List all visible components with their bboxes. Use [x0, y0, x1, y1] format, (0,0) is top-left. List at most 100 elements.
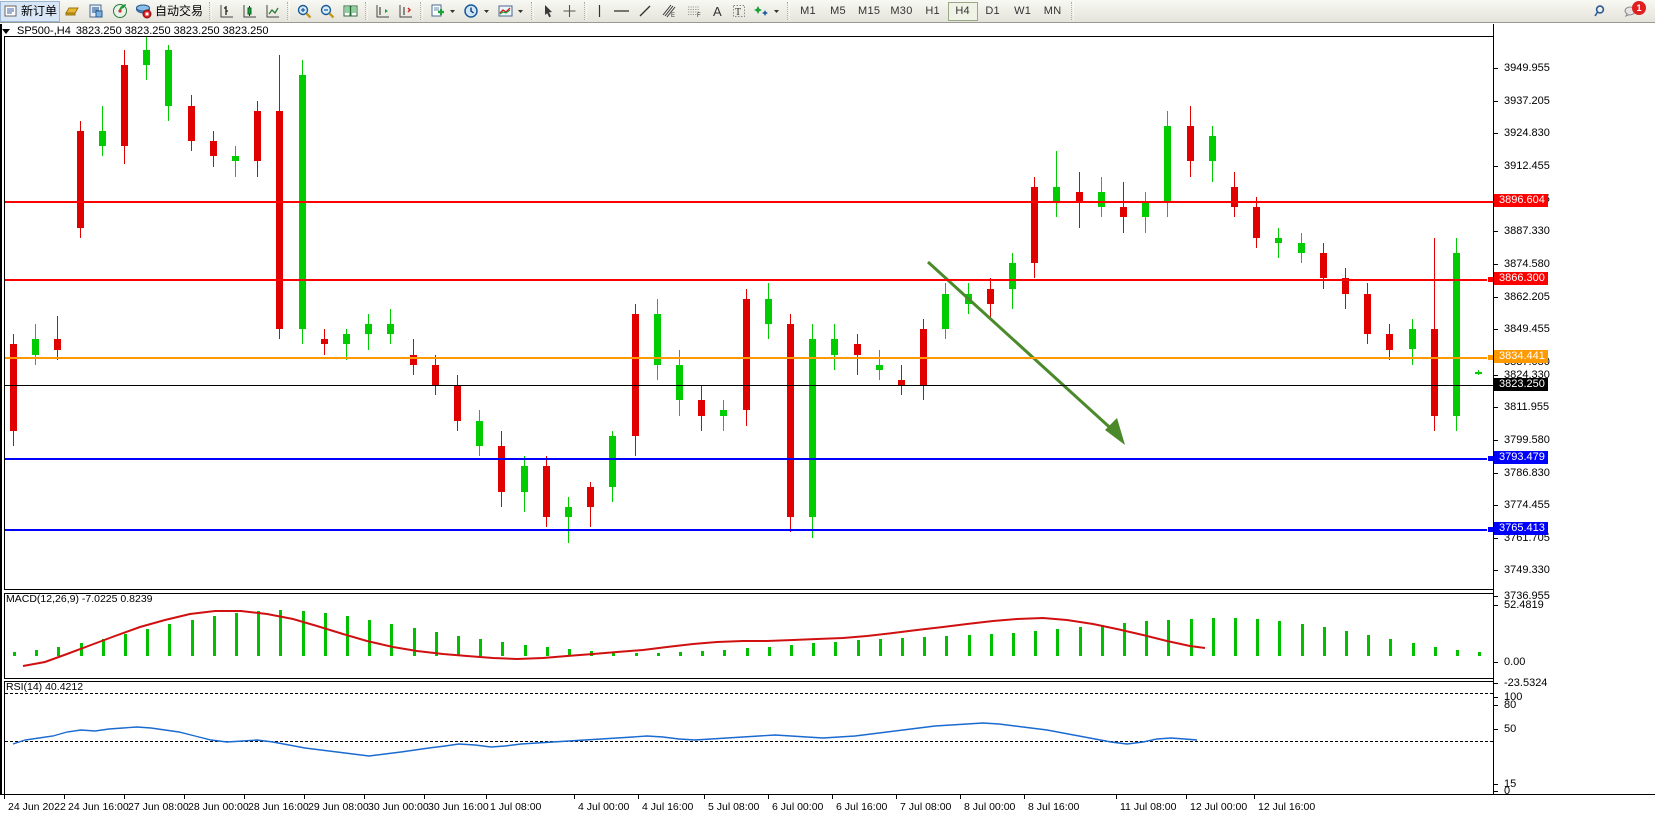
fibonacci-button[interactable]: F — [682, 1, 707, 22]
new-order-label: 新订单 — [21, 4, 58, 18]
macd-histogram-bar — [967, 635, 971, 656]
bar-chart-button[interactable] — [215, 1, 238, 22]
trendline-button[interactable] — [634, 1, 657, 22]
level-line-support-lower[interactable] — [5, 529, 1493, 531]
templates-button[interactable] — [494, 1, 528, 22]
candlestick-chart-button[interactable] — [238, 1, 261, 22]
price-tick — [1494, 570, 1498, 571]
macd-histogram-bar — [767, 647, 771, 656]
time-axis-tick — [184, 795, 185, 799]
price-chart-panel[interactable] — [4, 36, 1494, 590]
toolbar-separator — [209, 2, 213, 20]
level-line-pivot-level[interactable] — [5, 357, 1493, 359]
cursor-button[interactable] — [537, 1, 558, 22]
macd-histogram-bar — [412, 628, 416, 656]
timeframe-button-m30[interactable]: M30 — [890, 5, 913, 17]
zoom-out-button[interactable] — [316, 1, 339, 22]
chevron-down-icon[interactable] — [482, 3, 491, 19]
text-label-button[interactable]: T — [728, 1, 750, 22]
price-tick — [1494, 505, 1498, 506]
timeframe-button-m5[interactable]: M5 — [830, 5, 846, 17]
macd-histogram-bar — [1145, 621, 1149, 656]
svg-text:F: F — [697, 13, 701, 19]
chevron-down-icon[interactable] — [448, 3, 457, 19]
macd-histogram-bar — [279, 610, 283, 656]
search-button[interactable] — [1589, 1, 1613, 22]
time-axis-tick — [638, 795, 639, 799]
rsi-line — [12, 722, 1198, 757]
chevron-down-icon[interactable] — [516, 3, 525, 19]
level-tag-resistance-upper[interactable]: 3896.604 — [1494, 194, 1548, 207]
candle-body — [631, 313, 639, 436]
macd-histogram-bar — [989, 634, 993, 656]
equidistant-channel-button[interactable]: E — [657, 1, 682, 22]
cursor-icon — [540, 3, 555, 19]
chevron-down-icon[interactable] — [2, 28, 10, 34]
gold-bar-button[interactable] — [60, 1, 84, 22]
level-line-support-upper[interactable] — [5, 458, 1493, 460]
horizontal-line-button[interactable] — [609, 1, 634, 22]
candle-body — [409, 354, 417, 365]
data-window-button[interactable] — [371, 1, 394, 22]
macd-histogram-bar — [656, 653, 660, 656]
shapes-button[interactable] — [750, 1, 784, 22]
level-line-resistance-lower[interactable] — [5, 279, 1493, 281]
candle-body — [1231, 186, 1238, 208]
candle-body — [676, 364, 683, 401]
alerts-button[interactable]: 1 — [1619, 0, 1646, 22]
timeframe-button-m1[interactable]: M1 — [800, 5, 816, 17]
level-line-current-price[interactable] — [5, 385, 1493, 386]
level-tag-support-lower[interactable]: 3765.413 — [1494, 522, 1548, 535]
level-line-resistance-upper[interactable] — [5, 201, 1493, 203]
signals-button[interactable] — [108, 1, 132, 22]
rsi-scale-label: 15 — [1504, 778, 1517, 790]
level-handle-resistance-lower[interactable] — [1487, 276, 1493, 283]
price-tick-label: 3949.955 — [1504, 62, 1550, 74]
price-axis[interactable]: 3949.9553937.2053924.8303912.4553899.705… — [1493, 24, 1655, 797]
macd-histogram-bar — [1034, 631, 1038, 656]
period-button[interactable] — [460, 1, 494, 22]
level-handle-pivot-level[interactable] — [1487, 354, 1493, 361]
level-tag-pivot-level[interactable]: 3834.441 — [1494, 350, 1548, 363]
terminal-button[interactable] — [84, 1, 108, 22]
price-tick-label: 3862.205 — [1504, 291, 1550, 303]
candle-body — [254, 110, 262, 162]
level-tag-resistance-lower[interactable]: 3866.300 — [1494, 272, 1548, 285]
macd-scale-label: 0.00 — [1504, 656, 1526, 668]
macd-panel[interactable] — [4, 593, 1494, 679]
time-axis[interactable]: 24 Jun 2022 24 Jun 16:00 27 Jun 08:00 28 Ju… — [0, 794, 1655, 817]
line-chart-button[interactable] — [261, 1, 284, 22]
candle-body — [1186, 125, 1194, 162]
macd-scale-label: -23.5324 — [1504, 677, 1548, 689]
vertical-line-button[interactable] — [590, 1, 609, 22]
timeframe-button-m15[interactable]: M15 — [858, 5, 881, 17]
price-tick — [1494, 297, 1498, 298]
timeframe-button-h4[interactable]: H4 — [947, 1, 978, 21]
new-order-button[interactable]: 新订单 — [0, 0, 61, 22]
zoom-in-button[interactable] — [293, 1, 316, 22]
period-icon — [463, 3, 480, 19]
text-button[interactable]: A — [707, 1, 728, 22]
level-tag-support-upper[interactable]: 3793.479 — [1494, 451, 1548, 464]
chevron-down-icon[interactable] — [772, 3, 781, 19]
timeframe-button-d1[interactable]: D1 — [985, 5, 1000, 17]
timeframe-button-h1[interactable]: H1 — [925, 5, 940, 17]
indicators-button[interactable] — [426, 1, 460, 22]
chart-title-bar[interactable]: SP500-,H4 3823.250 3823.250 3823.250 382… — [2, 25, 269, 37]
grid-button[interactable] — [394, 1, 417, 22]
level-tag-current-price[interactable]: 3823.250 — [1494, 378, 1548, 391]
candle-body — [1430, 329, 1438, 416]
gold-bar-icon — [63, 3, 81, 19]
level-handle-support-lower[interactable] — [1487, 526, 1493, 533]
macd-scale-tick — [1494, 605, 1498, 606]
crosshair-button[interactable] — [558, 1, 581, 22]
rsi-level-50 — [5, 741, 1493, 742]
time-axis-tick — [486, 795, 487, 799]
auto-trading-button[interactable]: 自动交易 — [132, 1, 206, 22]
timeframe-button-mn[interactable]: MN — [1043, 5, 1062, 17]
candle-wick — [235, 146, 236, 177]
tile-windows-button[interactable] — [339, 1, 362, 22]
level-handle-support-upper[interactable] — [1487, 455, 1493, 462]
candle-body — [343, 334, 350, 345]
timeframe-button-w1[interactable]: W1 — [1014, 5, 1032, 17]
